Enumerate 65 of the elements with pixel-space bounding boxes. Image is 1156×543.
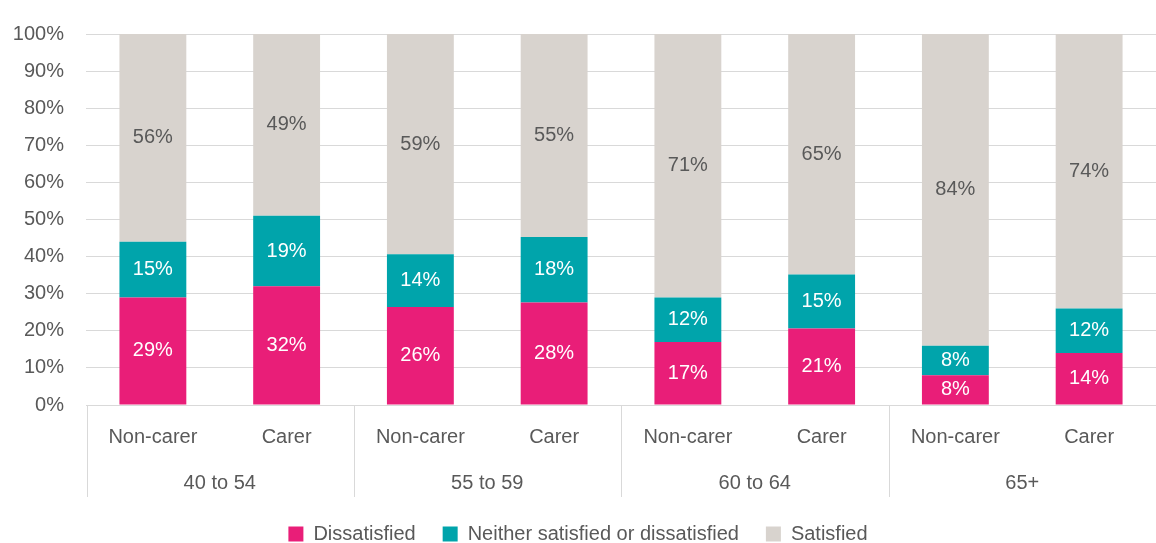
x-tick-label: Non-carer	[910, 424, 1001, 447]
text: 60 to 64	[718, 470, 791, 493]
y-tick-label: 20%	[23, 318, 65, 341]
y-tick-label: 60%	[23, 169, 65, 192]
x-tick-label: Carer	[1064, 424, 1115, 447]
text: 65+	[1005, 470, 1040, 493]
data-label: 84%	[935, 177, 976, 200]
data-label: 15%	[801, 289, 842, 312]
data-label: 59%	[400, 131, 441, 154]
legend-label: Neither satisfied or dissatisfied	[467, 521, 739, 543]
y-tick-label: 100%	[12, 21, 65, 44]
bar	[788, 274, 856, 329]
bar	[1055, 353, 1123, 405]
x-tick-label: Non-carer	[108, 424, 198, 447]
bar	[921, 375, 989, 405]
data-label: 19%	[266, 238, 307, 261]
legend-label: Satisfied	[790, 521, 868, 543]
data-label: 18%	[534, 257, 575, 280]
text: 55 to 59	[451, 470, 524, 493]
bar	[253, 215, 321, 287]
bar	[119, 297, 187, 405]
bar	[119, 241, 187, 298]
legend-label: Dissatisfied	[313, 521, 416, 543]
bar	[386, 254, 454, 308]
bar	[520, 302, 588, 405]
bar	[654, 341, 722, 405]
data-label: 65%	[801, 141, 842, 164]
x-tick-label: Carer	[529, 424, 580, 447]
data-label: 32%	[266, 332, 307, 355]
y-tick-label: 70%	[23, 132, 65, 155]
bar	[788, 328, 856, 405]
data-label: 56%	[132, 125, 174, 148]
data-label: 12%	[1069, 318, 1110, 341]
x-tick-label: Carer	[261, 424, 312, 447]
data-label: 17%	[667, 360, 709, 383]
y-tick-label: 30%	[23, 281, 65, 304]
data-label: 55%	[534, 122, 575, 145]
data-label: 74%	[1069, 158, 1110, 181]
y-tick-label: 0%	[35, 392, 65, 415]
data-label: 8%	[940, 377, 971, 400]
bar	[253, 286, 321, 405]
y-tick-label: 90%	[23, 58, 65, 81]
x-tick-label: Carer	[796, 424, 847, 447]
y-tick-label: 80%	[23, 95, 65, 118]
data-label: 14%	[400, 268, 441, 291]
data-label: 21%	[801, 354, 842, 377]
text: 40 to 54	[183, 470, 256, 493]
y-tick-label: 10%	[23, 355, 65, 378]
x-tick-label: Non-carer	[643, 424, 733, 447]
x-tick-label: Non-carer	[375, 424, 466, 447]
data-label: 12%	[667, 307, 709, 330]
bar	[654, 297, 722, 342]
data-label: 29%	[132, 338, 174, 361]
y-tick-label: 40%	[23, 244, 65, 267]
data-label: 28%	[534, 341, 575, 364]
bar	[386, 307, 454, 405]
data-label: 15%	[132, 257, 174, 280]
data-label: 8%	[940, 348, 971, 370]
bar	[520, 236, 588, 303]
data-label: 14%	[1069, 366, 1110, 389]
data-label: 49%	[266, 112, 307, 135]
y-tick-label: 50%	[23, 207, 65, 230]
bar	[1055, 308, 1123, 354]
data-label: 26%	[400, 343, 441, 366]
data-label: 71%	[667, 153, 709, 176]
